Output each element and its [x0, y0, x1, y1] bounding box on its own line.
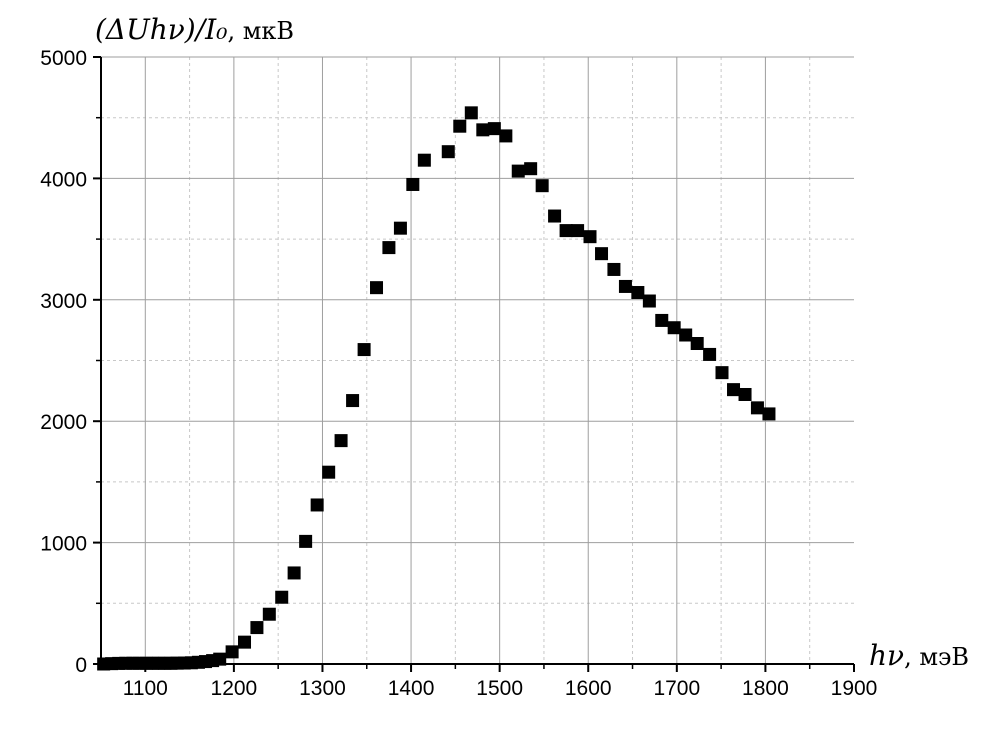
data-point	[287, 566, 301, 580]
data-point	[631, 286, 645, 300]
data-point	[357, 343, 371, 357]
data-point	[299, 534, 313, 548]
data-point	[703, 347, 717, 361]
data-point	[715, 366, 729, 380]
data-point	[679, 328, 693, 342]
data-point	[453, 119, 467, 133]
data-point	[250, 621, 264, 635]
x-tick-label: 1600	[565, 677, 612, 700]
data-point	[595, 247, 609, 261]
x-tick-label: 1900	[831, 677, 878, 700]
data-point	[213, 652, 227, 666]
data-point	[322, 465, 336, 479]
data-point	[334, 434, 348, 448]
x-axis-label: hν, мэВ	[869, 639, 969, 672]
y-tick-label: 2000	[40, 411, 87, 434]
data-point	[535, 179, 549, 193]
data-point	[571, 224, 585, 238]
data-point	[487, 122, 501, 136]
y-tick-label: 5000	[40, 47, 87, 70]
data-point	[511, 164, 525, 178]
data-point	[275, 590, 289, 604]
data-point	[618, 279, 632, 293]
tick-label-layer: 0 1000 2000 3000 4000 5000 1100 1200 1300 1400 150…	[40, 47, 877, 700]
data-points-layer	[97, 106, 776, 671]
data-point	[548, 209, 562, 223]
x-axis-label-unit: , мэВ	[904, 643, 969, 671]
y-tick-label: 1000	[40, 533, 87, 556]
data-point	[524, 162, 538, 176]
y-tick-label: 4000	[40, 168, 87, 191]
data-point	[310, 498, 324, 512]
y-axis-label-unit: , мкВ	[227, 17, 294, 45]
y-tick-label: 0	[75, 654, 87, 677]
data-point	[499, 129, 513, 143]
data-point	[655, 313, 669, 327]
x-tick-label: 1300	[299, 677, 346, 700]
data-point	[370, 281, 384, 295]
x-tick-label: 1400	[388, 677, 435, 700]
data-point	[406, 177, 420, 191]
data-point	[476, 123, 490, 137]
data-point	[559, 224, 573, 238]
data-point	[738, 387, 752, 401]
x-tick-label: 1500	[476, 677, 523, 700]
data-point	[441, 145, 455, 159]
data-point	[262, 607, 276, 621]
data-point	[762, 407, 776, 421]
grid-layer	[101, 56, 854, 664]
x-tick-label: 1800	[742, 677, 789, 700]
y-axis-label-math: (ΔUhν)/I₀	[95, 13, 227, 46]
x-tick-label: 1700	[653, 677, 700, 700]
data-point	[607, 262, 621, 276]
data-point	[642, 294, 656, 308]
data-point	[393, 221, 407, 235]
x-axis-label-math: hν	[869, 639, 904, 672]
data-point	[225, 645, 239, 659]
x-tick-label: 1200	[211, 677, 258, 700]
y-tick-label: 3000	[40, 290, 87, 313]
data-point	[583, 230, 597, 244]
data-point	[346, 394, 360, 408]
data-point	[727, 383, 741, 397]
y-axis-label: (ΔUhν)/I₀, мкВ	[95, 13, 294, 46]
data-point	[417, 153, 431, 167]
data-point	[690, 337, 704, 351]
data-point	[750, 401, 764, 415]
data-point	[464, 106, 478, 120]
data-point	[238, 635, 252, 649]
x-tick-label: 1100	[123, 677, 168, 700]
data-point	[382, 241, 396, 255]
data-point	[667, 321, 681, 335]
